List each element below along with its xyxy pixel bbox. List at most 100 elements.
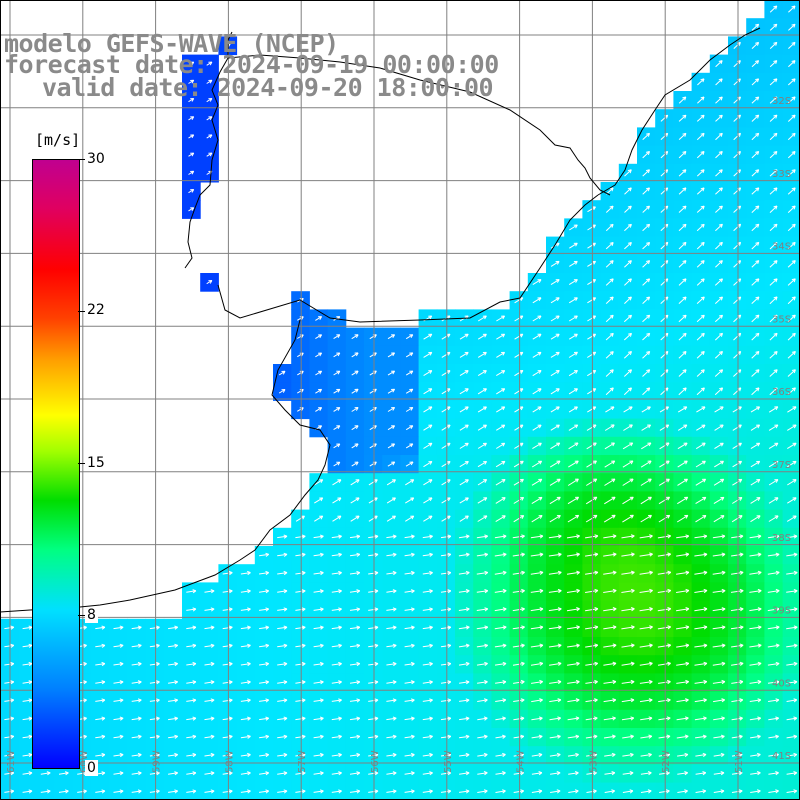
wind-arrow	[404, 607, 415, 612]
wind-arrow	[751, 296, 760, 304]
wind-arrow	[530, 570, 544, 575]
wind-arrow	[313, 570, 324, 576]
wind-arrow	[605, 205, 614, 213]
wind-arrow	[657, 643, 672, 648]
wind-arrow	[532, 370, 542, 377]
wind-arrow	[788, 5, 796, 13]
wind-arrow	[621, 588, 635, 593]
wind-arrow	[222, 661, 233, 667]
wind-arrow	[786, 570, 798, 575]
wind-arrow	[459, 388, 469, 395]
wind-arrow	[569, 260, 578, 267]
wind-arrow	[278, 370, 286, 376]
wind-arrow	[405, 334, 414, 340]
wind-arrow	[476, 570, 489, 575]
wind-arrow	[787, 479, 797, 486]
wind-arrow	[278, 389, 286, 394]
wind-arrow	[731, 643, 744, 648]
wind-arrow	[767, 552, 780, 557]
wind-arrow	[749, 570, 762, 575]
lat-label: 35S	[772, 314, 791, 325]
wind-arrow	[714, 351, 723, 359]
wind-arrow	[477, 680, 488, 685]
wind-arrow	[496, 424, 506, 431]
wind-arrow	[495, 497, 506, 504]
wind-arrow	[585, 607, 599, 612]
wind-arrow	[697, 78, 705, 86]
wind-arrow	[678, 314, 687, 323]
wind-arrow	[642, 187, 650, 195]
wind-arrow	[676, 661, 690, 666]
wind-arrow	[168, 643, 178, 648]
wind-arrow	[206, 134, 213, 139]
wind-arrow	[678, 260, 687, 268]
wind-arrow	[569, 224, 578, 231]
wind-arrow	[622, 496, 634, 505]
wind-arrow	[476, 607, 489, 612]
wind-arrow	[333, 443, 341, 449]
wind-arrow	[678, 205, 687, 213]
wind-arrow	[458, 552, 470, 557]
wind-arrow	[657, 552, 672, 557]
wind-arrow	[642, 332, 651, 341]
wind-arrow	[494, 643, 507, 648]
wind-arrow	[658, 496, 671, 505]
wind-arrow	[585, 496, 598, 505]
wind-arrow	[787, 223, 796, 232]
wind-arrow	[567, 679, 580, 685]
lon-label: 54W	[516, 750, 527, 773]
wind-arrow	[476, 589, 489, 594]
wind-arrow	[694, 588, 708, 594]
wind-arrow	[149, 661, 160, 667]
wind-arrow	[295, 643, 306, 648]
wind-arrow	[730, 625, 744, 630]
wind-arrow	[331, 607, 342, 612]
lon-label: 56W	[370, 750, 381, 773]
wind-arrow	[767, 607, 780, 612]
wind-arrow	[423, 333, 433, 340]
wind-arrow	[548, 607, 562, 612]
wind-arrow	[566, 588, 580, 594]
wind-arrow	[751, 23, 760, 31]
wind-arrow	[458, 589, 470, 594]
wind-arrow	[567, 514, 580, 523]
wind-arrow	[332, 497, 342, 504]
wind-arrow	[532, 424, 542, 431]
wind-arrow	[659, 442, 670, 450]
wind-arrow	[621, 607, 635, 612]
wind-arrow	[277, 570, 288, 576]
wind-arrow	[751, 351, 760, 359]
wind-arrow	[368, 680, 379, 685]
wind-arrow	[568, 460, 579, 468]
wind-arrow	[496, 333, 506, 340]
wind-arrow	[715, 205, 723, 213]
wind-arrow	[313, 534, 324, 539]
wind-arrow	[530, 625, 544, 630]
wind-arrow	[642, 387, 651, 396]
wind-arrow	[751, 187, 760, 195]
wind-arrow	[787, 96, 796, 104]
wind-arrow	[4, 680, 15, 685]
wind-arrow	[222, 570, 233, 576]
wind-arrow	[787, 424, 797, 431]
wind-arrow	[751, 332, 760, 341]
wind-arrow	[4, 625, 15, 630]
wind-arrow	[530, 643, 544, 648]
wind-arrow	[696, 223, 705, 232]
wind-arrow	[477, 406, 487, 413]
wind-arrow	[496, 351, 506, 358]
wind-arrow	[768, 406, 779, 413]
wind-arrow	[512, 607, 525, 612]
wind-arrow	[568, 279, 578, 286]
wind-arrow	[477, 315, 487, 322]
wind-arrow	[731, 679, 744, 685]
wind-arrow	[22, 643, 33, 648]
wind-arrow	[95, 625, 106, 630]
wind-arrow	[621, 661, 635, 666]
wind-arrow	[751, 132, 760, 141]
wind-arrow	[550, 388, 560, 395]
wind-arrow	[222, 643, 233, 648]
wind-arrow	[586, 424, 597, 431]
wind-arrow	[476, 552, 489, 557]
wind-arrow	[387, 370, 396, 376]
